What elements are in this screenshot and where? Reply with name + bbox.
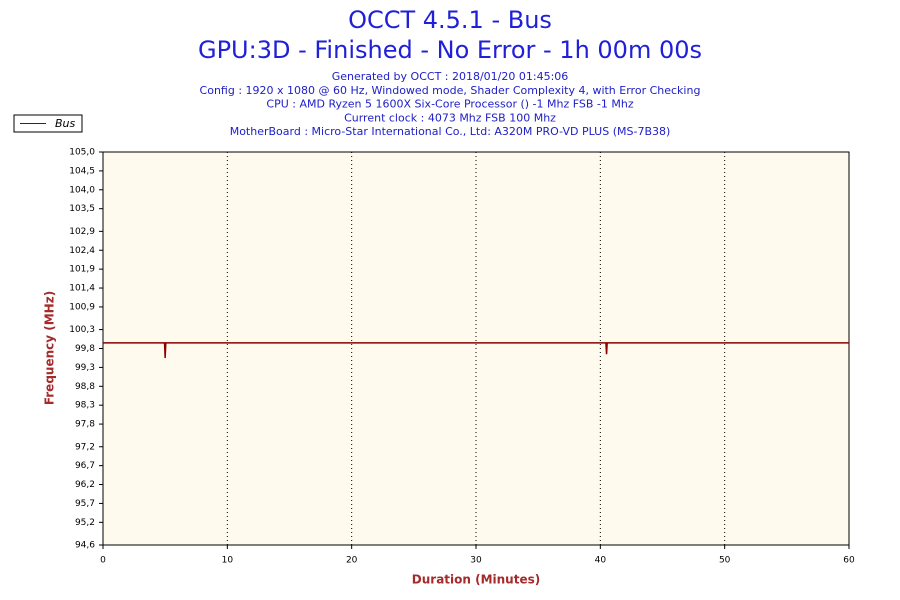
x-tick-label: 10: [222, 556, 234, 566]
y-axis-label: Frequency (MHz): [43, 291, 57, 405]
info-line: MotherBoard : Micro-Star International C…: [230, 125, 671, 138]
y-tick-label: 102,9: [69, 227, 95, 237]
y-tick-label: 101,4: [69, 284, 95, 294]
y-tick-label: 102,4: [69, 246, 95, 256]
y-tick-label: 97,2: [75, 442, 95, 452]
y-tick-label: 98,3: [75, 401, 95, 411]
info-line: Config : 1920 x 1080 @ 60 Hz, Windowed m…: [200, 84, 701, 97]
legend-box: [13, 114, 83, 133]
chart-title: OCCT 4.5.1 - Bus: [348, 6, 552, 34]
x-tick-label: 20: [346, 556, 358, 566]
y-tick-label: 96,2: [75, 480, 95, 490]
x-tick-label: 40: [595, 556, 607, 566]
y-tick-label: 99,3: [75, 363, 95, 373]
x-tick-label: 50: [719, 556, 731, 566]
y-tick-label: 95,7: [75, 499, 95, 509]
y-tick-label: 100,9: [69, 302, 95, 312]
y-tick-label: 101,9: [69, 265, 95, 275]
y-tick-label: 96,7: [75, 461, 95, 471]
x-tick-label: 0: [100, 556, 106, 566]
y-tick-label: 104,5: [69, 166, 95, 176]
data-line: [103, 342, 849, 358]
y-tick-label: 99,8: [75, 344, 95, 354]
info-line: Current clock : 4073 Mhz FSB 100 Mhz: [344, 111, 556, 124]
x-axis-label: Duration (Minutes): [412, 573, 540, 587]
y-tick-label: 97,8: [75, 420, 95, 430]
chart-subtitle: GPU:3D - Finished - No Error - 1h 00m 00…: [198, 36, 702, 64]
info-line: Generated by OCCT : 2018/01/20 01:45:06: [332, 70, 569, 83]
y-tick-label: 104,0: [69, 185, 95, 195]
y-tick-label: 95,2: [75, 518, 95, 528]
x-tick-label: 60: [843, 556, 855, 566]
x-tick-label: 30: [470, 556, 482, 566]
info-line: CPU : AMD Ryzen 5 1600X Six-Core Process…: [266, 98, 633, 111]
legend-label: Bus: [55, 117, 76, 130]
plot-frame: [102, 151, 850, 546]
y-tick-label: 98,8: [75, 382, 95, 392]
y-tick-label: 94,6: [75, 541, 95, 551]
y-tick-label: 100,3: [69, 325, 95, 335]
y-tick-label: 103,5: [69, 204, 95, 214]
y-tick-label: 105,0: [69, 148, 95, 158]
